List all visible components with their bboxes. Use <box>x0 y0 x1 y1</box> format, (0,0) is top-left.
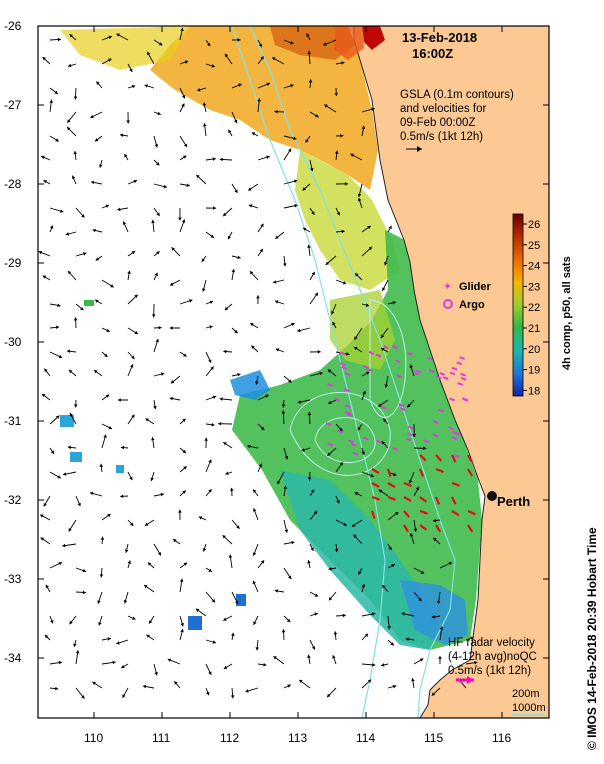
title-date: 13-Feb-2018 <box>402 30 477 45</box>
lat-tick-label: -32 <box>4 493 22 507</box>
lat-tick-label: -31 <box>4 414 22 428</box>
colorbar-tick-label: 25 <box>528 240 540 252</box>
sst-speck-2 <box>70 452 82 462</box>
legend-argo-label: Argo <box>459 299 485 311</box>
colorbar-label: 4h comp, p50, all sats <box>561 256 573 370</box>
depth-label-200m: 200m <box>512 688 540 700</box>
colorbar-tick-label: 24 <box>528 261 540 273</box>
colorbar-tick-label: 19 <box>528 365 540 377</box>
colorbar-tick-label: 22 <box>528 302 540 314</box>
lon-tick-label: 116 <box>492 731 511 745</box>
sst-speck-6 <box>84 300 94 306</box>
colorbar-tick-label: 20 <box>528 344 540 356</box>
lon-tick-label: 115 <box>424 731 443 745</box>
lat-tick-label: -34 <box>4 651 22 665</box>
gsla-line-3: 09-Feb 00:00Z <box>400 117 475 129</box>
gsla-line-4: 0.5m/s (1kt 12h) <box>400 131 483 143</box>
colorbar-tick-label: 18 <box>528 385 540 397</box>
lat-tick-label: -26 <box>4 19 22 33</box>
colorbar-tick-label: 23 <box>528 281 540 293</box>
perth-dot-icon <box>487 491 497 501</box>
hf-line-1: HF radar velocity <box>448 637 535 649</box>
lat-tick-label: -33 <box>4 572 22 586</box>
hf-line-3: 0.5m/s (1kt 12h) <box>448 665 531 677</box>
sst-speck-3 <box>188 616 202 630</box>
hf-line-2: (4-12h avg)noQC <box>448 651 537 663</box>
colorbar-tick-label: 26 <box>528 219 540 231</box>
gsla-line-2: and velocities for <box>400 103 486 115</box>
lat-tick-label: -28 <box>4 177 22 191</box>
lat-tick-label: -30 <box>4 335 22 349</box>
lat-tick-label: -27 <box>4 98 22 112</box>
depth-label-1000m: 1000m <box>512 702 546 714</box>
hf-legend: HF radar velocity (4-12h avg)noQC 0.5m/s… <box>448 637 537 677</box>
lat-tick-label: -29 <box>4 256 22 270</box>
lon-tick-label: 110 <box>84 731 103 745</box>
lon-tick-label: 114 <box>356 731 375 745</box>
colorbar <box>513 214 523 396</box>
lon-tick-label: 112 <box>220 731 239 745</box>
title-time: 16:00Z <box>412 46 453 61</box>
gsla-line-1: GSLA (0.1m contours) <box>400 89 514 101</box>
legend-glider-label: Glider <box>459 281 492 293</box>
sst-speck-4 <box>236 594 246 606</box>
sst-speck-5 <box>116 465 124 473</box>
side-credit: © IMOS 14-Feb-2018 20:39 Hobart Time <box>585 527 599 750</box>
colorbar-tick-label: 21 <box>528 323 540 335</box>
lon-tick-label: 111 <box>152 731 171 745</box>
plot-area <box>38 26 549 718</box>
lon-tick-label: 113 <box>288 731 307 745</box>
glider-star-icon: ✦ <box>443 281 452 293</box>
perth-label: Perth <box>497 494 530 509</box>
